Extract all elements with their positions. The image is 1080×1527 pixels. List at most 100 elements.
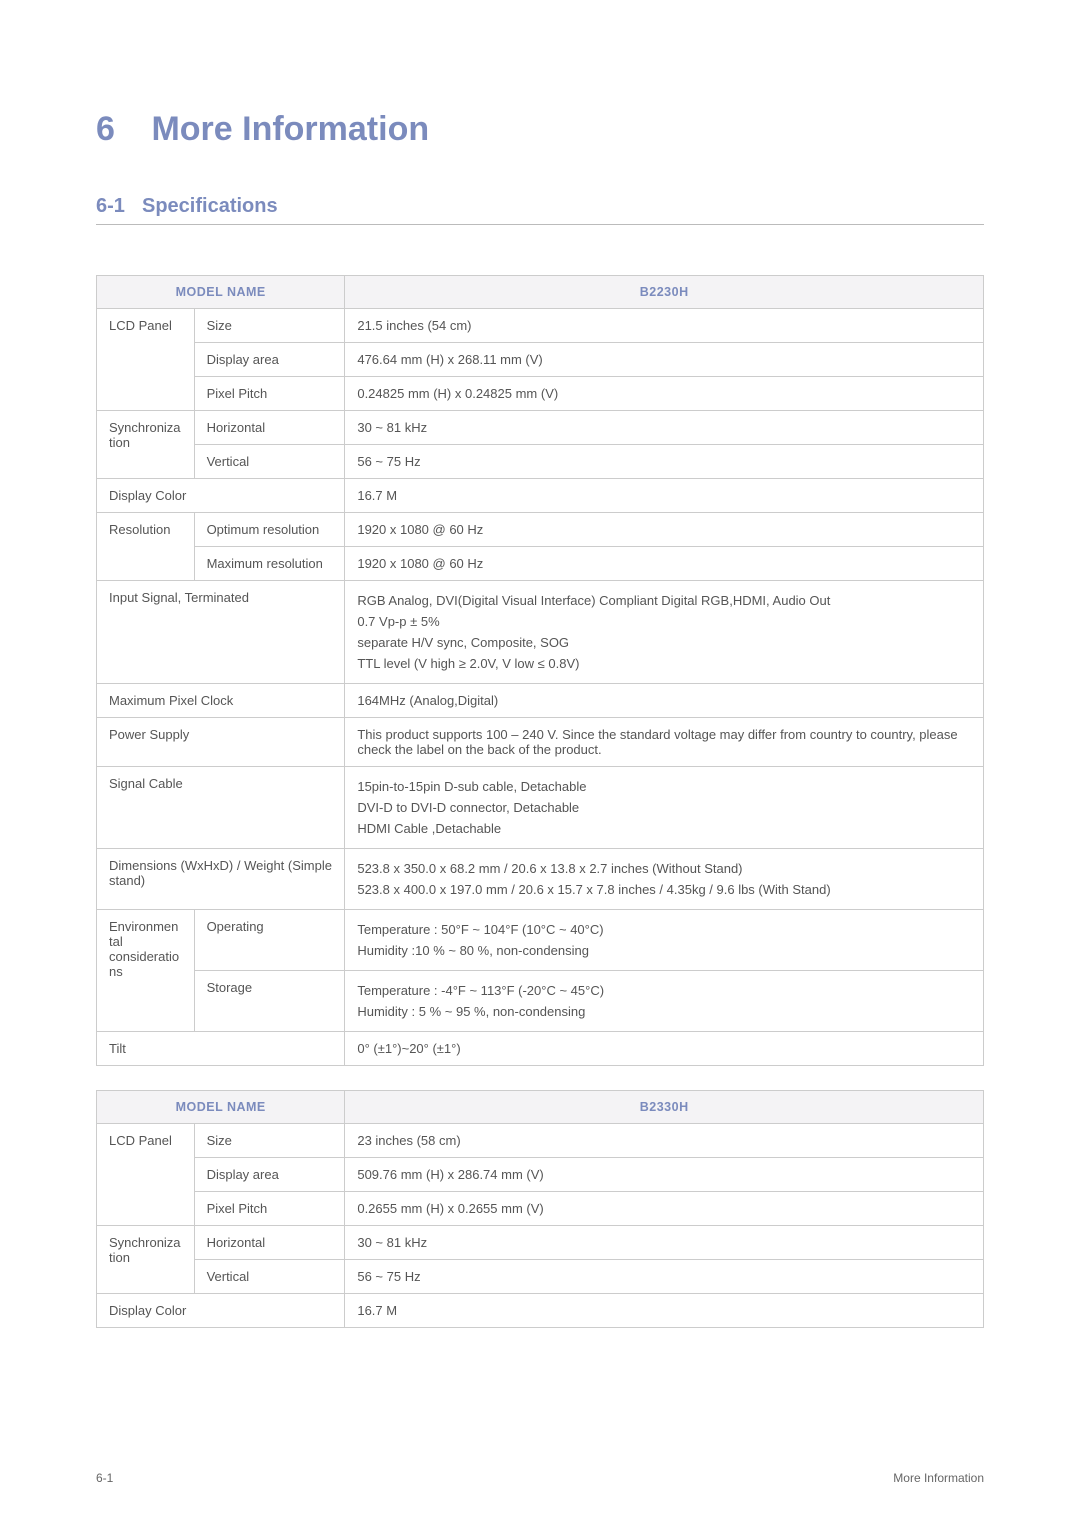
row-value-line: separate H/V sync, Composite, SOG bbox=[357, 632, 971, 653]
row-value: 0.2655 mm (H) x 0.2655 mm (V) bbox=[345, 1192, 984, 1226]
header-modelname-b: MODEL NAME bbox=[97, 1091, 345, 1124]
footer-left: 6-1 bbox=[96, 1471, 113, 1485]
row-label: Pixel Pitch bbox=[194, 1192, 345, 1226]
row-label: Size bbox=[194, 1124, 345, 1158]
row-value-line: 0.7 Vp-p ± 5% bbox=[357, 611, 971, 632]
row-value-line: 15pin-to-15pin D-sub cable, Detachable bbox=[357, 776, 971, 797]
table-row: Display area509.76 mm (H) x 286.74 mm (V… bbox=[97, 1158, 984, 1192]
row-value: 30 ~ 81 kHz bbox=[345, 411, 984, 445]
row-value: 1920 x 1080 @ 60 Hz bbox=[345, 513, 984, 547]
footer-right: More Information bbox=[893, 1471, 984, 1485]
table-row: Signal Cable15pin-to-15pin D-sub cable, … bbox=[97, 767, 984, 849]
page: 6 More Information 6-1 Specifications MO… bbox=[0, 0, 1080, 1527]
row-value-line: Temperature : -4°F ~ 113°F (-20°C ~ 45°C… bbox=[357, 980, 971, 1001]
row-label: Operating bbox=[194, 910, 345, 971]
row-label: Vertical bbox=[194, 445, 345, 479]
row-value-line: Humidity : 5 % ~ 95 %, non-condensing bbox=[357, 1001, 971, 1022]
row-label: Signal Cable bbox=[97, 767, 345, 849]
row-value: 30 ~ 81 kHz bbox=[345, 1226, 984, 1260]
table-row: Tilt0° (±1°)~20° (±1°) bbox=[97, 1032, 984, 1066]
table-row: Pixel Pitch0.24825 mm (H) x 0.24825 mm (… bbox=[97, 377, 984, 411]
row-group-label: Synchronization bbox=[97, 411, 195, 479]
row-value-line: RGB Analog, DVI(Digital Visual Interface… bbox=[357, 590, 971, 611]
row-value: 523.8 x 350.0 x 68.2 mm / 20.6 x 13.8 x … bbox=[345, 849, 984, 910]
row-value: Temperature : -4°F ~ 113°F (-20°C ~ 45°C… bbox=[345, 971, 984, 1032]
row-value-line: Temperature : 50°F ~ 104°F (10°C ~ 40°C) bbox=[357, 919, 971, 940]
chapter-title: More Information bbox=[151, 110, 429, 148]
row-group-label: LCD Panel bbox=[97, 309, 195, 411]
spec-table-b2330h: MODEL NAME B2330H LCD PanelSize23 inches… bbox=[96, 1090, 984, 1328]
row-group-label: Environmental considerations bbox=[97, 910, 195, 1032]
row-label: Display Color bbox=[97, 479, 345, 513]
row-label: Size bbox=[194, 309, 345, 343]
table-row: Maximum resolution1920 x 1080 @ 60 Hz bbox=[97, 547, 984, 581]
row-value: 509.76 mm (H) x 286.74 mm (V) bbox=[345, 1158, 984, 1192]
row-value: 15pin-to-15pin D-sub cable, DetachableDV… bbox=[345, 767, 984, 849]
row-label: Display area bbox=[194, 343, 345, 377]
row-value-line: HDMI Cable ,Detachable bbox=[357, 818, 971, 839]
row-label: Horizontal bbox=[194, 1226, 345, 1260]
row-value: 16.7 M bbox=[345, 1294, 984, 1328]
row-value-line: DVI-D to DVI-D connector, Detachable bbox=[357, 797, 971, 818]
row-label: Vertical bbox=[194, 1260, 345, 1294]
row-value: 0° (±1°)~20° (±1°) bbox=[345, 1032, 984, 1066]
header-modelname: MODEL NAME bbox=[97, 276, 345, 309]
header-model-a: B2230H bbox=[345, 276, 984, 309]
row-group-label: Resolution bbox=[97, 513, 195, 581]
row-value: 1920 x 1080 @ 60 Hz bbox=[345, 547, 984, 581]
row-value: 56 ~ 75 Hz bbox=[345, 445, 984, 479]
row-value: 0.24825 mm (H) x 0.24825 mm (V) bbox=[345, 377, 984, 411]
row-value: 16.7 M bbox=[345, 479, 984, 513]
row-value-line: Humidity :10 % ~ 80 %, non-condensing bbox=[357, 940, 971, 961]
row-label: Optimum resolution bbox=[194, 513, 345, 547]
table-row: Input Signal, Terminated RGB Analog, DVI(… bbox=[97, 581, 984, 684]
row-value-line: 523.8 x 350.0 x 68.2 mm / 20.6 x 13.8 x … bbox=[357, 858, 971, 879]
row-value: RGB Analog, DVI(Digital Visual Interface… bbox=[345, 581, 984, 684]
row-group-label: LCD Panel bbox=[97, 1124, 195, 1226]
section-number: 6-1 bbox=[96, 195, 142, 218]
table-row: LCD PanelSize21.5 inches (54 cm) bbox=[97, 309, 984, 343]
table-row: Vertical56 ~ 75 Hz bbox=[97, 1260, 984, 1294]
table-row: Display Color16.7 M bbox=[97, 1294, 984, 1328]
section-title: Specifications bbox=[142, 195, 278, 218]
row-label: Tilt bbox=[97, 1032, 345, 1066]
page-footer: 6-1 More Information bbox=[96, 1471, 984, 1485]
table-row: Storage Temperature : -4°F ~ 113°F (-20°C… bbox=[97, 971, 984, 1032]
chapter-number: 6 bbox=[96, 110, 142, 149]
row-value: 56 ~ 75 Hz bbox=[345, 1260, 984, 1294]
row-label: Horizontal bbox=[194, 411, 345, 445]
table-row: Environmental considerationsOperatingTem… bbox=[97, 910, 984, 971]
table-row: Dimensions (WxHxD) / Weight (Simple stan… bbox=[97, 849, 984, 910]
row-value: Temperature : 50°F ~ 104°F (10°C ~ 40°C)… bbox=[345, 910, 984, 971]
table-row: Maximum Pixel Clock164MHz (Analog,Digita… bbox=[97, 684, 984, 718]
row-value: 476.64 mm (H) x 268.11 mm (V) bbox=[345, 343, 984, 377]
table-row: SynchronizationHorizontal30 ~ 81 kHz bbox=[97, 1226, 984, 1260]
row-label: Display area bbox=[194, 1158, 345, 1192]
table-row: Power SupplyThis product supports 100 – … bbox=[97, 718, 984, 767]
table-row: LCD PanelSize23 inches (58 cm) bbox=[97, 1124, 984, 1158]
chapter-heading: 6 More Information bbox=[96, 110, 984, 149]
header-model-b: B2330H bbox=[345, 1091, 984, 1124]
row-value: 21.5 inches (54 cm) bbox=[345, 309, 984, 343]
row-label: Maximum Pixel Clock bbox=[97, 684, 345, 718]
row-label: Dimensions (WxHxD) / Weight (Simple stan… bbox=[97, 849, 345, 910]
row-label: Pixel Pitch bbox=[194, 377, 345, 411]
table-row: Display area476.64 mm (H) x 268.11 mm (V… bbox=[97, 343, 984, 377]
row-label: Display Color bbox=[97, 1294, 345, 1328]
row-value: 164MHz (Analog,Digital) bbox=[345, 684, 984, 718]
section-heading: 6-1 Specifications bbox=[96, 195, 984, 225]
table-row: SynchronizationHorizontal30 ~ 81 kHz bbox=[97, 411, 984, 445]
row-value: 23 inches (58 cm) bbox=[345, 1124, 984, 1158]
row-label: Storage bbox=[194, 971, 345, 1032]
table-row: Vertical56 ~ 75 Hz bbox=[97, 445, 984, 479]
row-group-label: Synchronization bbox=[97, 1226, 195, 1294]
table-row: ResolutionOptimum resolution1920 x 1080 … bbox=[97, 513, 984, 547]
table-row: Pixel Pitch0.2655 mm (H) x 0.2655 mm (V) bbox=[97, 1192, 984, 1226]
table-row: Display Color16.7 M bbox=[97, 479, 984, 513]
row-label: Input Signal, Terminated bbox=[97, 581, 345, 684]
row-value-line: 523.8 x 400.0 x 197.0 mm / 20.6 x 15.7 x… bbox=[357, 879, 971, 900]
row-label: Maximum resolution bbox=[194, 547, 345, 581]
row-label: Power Supply bbox=[97, 718, 345, 767]
row-value-line: TTL level (V high ≥ 2.0V, V low ≤ 0.8V) bbox=[357, 653, 971, 674]
row-value: This product supports 100 – 240 V. Since… bbox=[345, 718, 984, 767]
